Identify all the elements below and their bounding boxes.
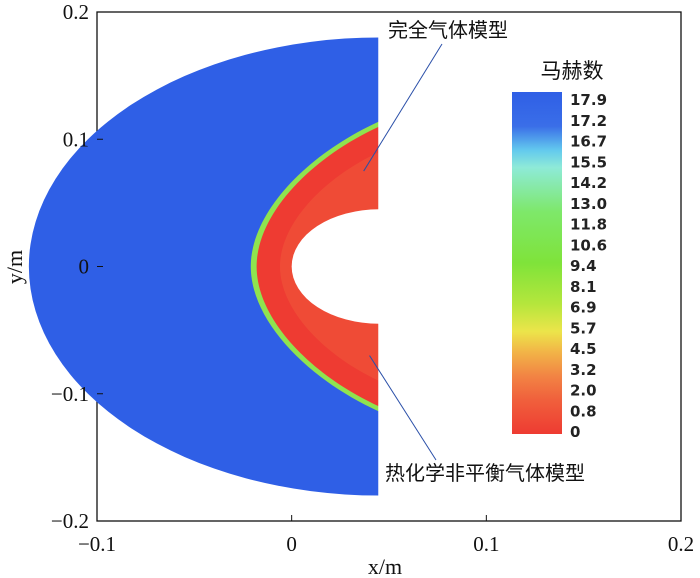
colorbar-title: 马赫数 bbox=[541, 59, 604, 83]
y-tick-label: 0 bbox=[79, 255, 90, 279]
colorbar-tick-label: 0.8 bbox=[570, 402, 597, 420]
annotation-leader-line bbox=[369, 355, 437, 461]
colorbar-tick-label: 10.6 bbox=[570, 236, 607, 254]
vehicle-body bbox=[291, 209, 380, 324]
colorbar-tick-label: 14.2 bbox=[570, 174, 607, 192]
x-axis-label: x/m bbox=[368, 554, 402, 578]
colorbar-tick-label: 0 bbox=[570, 423, 580, 441]
x-tick-label: 0.1 bbox=[473, 532, 499, 556]
colorbar-tick-label: 13.0 bbox=[570, 195, 607, 213]
x-tick-label: 0 bbox=[286, 532, 297, 556]
colorbar-tick-label: 5.7 bbox=[570, 319, 597, 337]
colorbar-ticks: 17.9 17.2 16.7 15.5 14.2 13.0 11.8 10.6 9.4 8.1 6.… bbox=[570, 91, 607, 441]
x-axis-ticks: −0.1 0 0.1 0.2 bbox=[78, 515, 694, 556]
y-tick-label: 0.2 bbox=[63, 0, 89, 24]
colorbar-tick-label: 4.5 bbox=[570, 340, 597, 358]
freestream-region bbox=[28, 37, 380, 496]
y-tick-label: −0.1 bbox=[51, 382, 89, 406]
annotation-nonequilibrium-gas: 热化学非平衡气体模型 bbox=[385, 461, 585, 485]
colorbar-tick-label: 6.9 bbox=[570, 299, 597, 317]
y-tick-label: 0.1 bbox=[63, 127, 89, 151]
x-tick-label: −0.1 bbox=[78, 532, 116, 556]
colorbar-tick-label: 17.9 bbox=[570, 91, 607, 109]
annotation-leader-line bbox=[363, 43, 443, 172]
colorbar-tick-label: 3.2 bbox=[570, 361, 597, 379]
colorbar-tick-label: 15.5 bbox=[570, 153, 607, 171]
colorbar bbox=[512, 92, 562, 434]
x-tick-label: 0.2 bbox=[668, 532, 694, 556]
colorbar-tick-label: 2.0 bbox=[570, 382, 597, 400]
colorbar-tick-label: 11.8 bbox=[570, 216, 607, 234]
colorbar-tick-label: 9.4 bbox=[570, 257, 597, 275]
y-tick-label: −0.2 bbox=[51, 509, 89, 533]
y-axis-ticks: 0.2 0.1 0 −0.1 −0.2 bbox=[51, 0, 103, 533]
y-axis-label: y/m bbox=[2, 250, 27, 284]
colorbar-tick-label: 8.1 bbox=[570, 278, 597, 296]
symmetry-cut-edge bbox=[378, 35, 384, 498]
annotation-perfect-gas: 完全气体模型 bbox=[388, 18, 508, 42]
colorbar-tick-label: 17.2 bbox=[570, 112, 607, 130]
colorbar-tick-label: 16.7 bbox=[570, 133, 607, 151]
